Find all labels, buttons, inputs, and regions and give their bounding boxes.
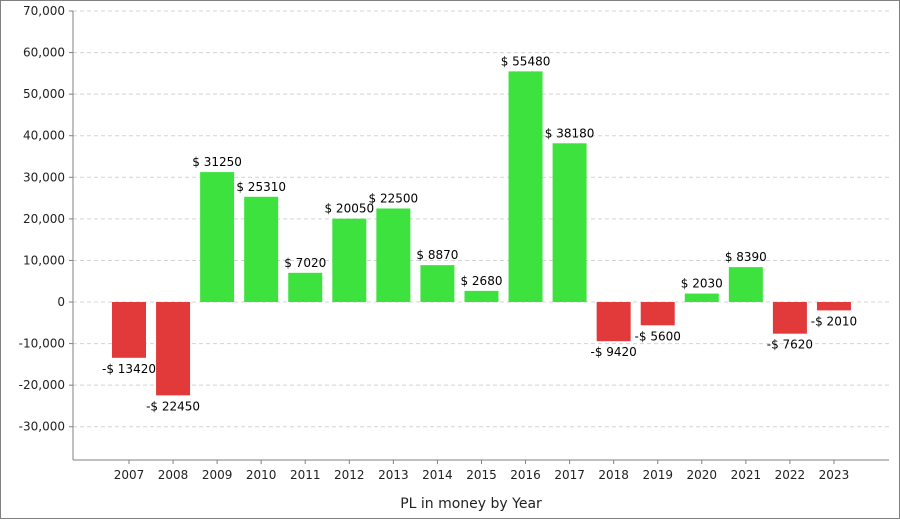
data-label-2007: -$ 13420 — [102, 362, 156, 376]
data-label-2014: $ 8870 — [416, 248, 458, 262]
bar-2009 — [200, 172, 235, 303]
bar-2020 — [684, 293, 719, 303]
y-tick-label: 60,000 — [23, 46, 65, 60]
y-tick-labels: 70,000 60,000 50,000 40,000 30,000 20,000 10,0… — [19, 4, 65, 434]
data-label-2018: -$ 9420 — [590, 345, 636, 359]
data-label-2015: $ 2680 — [460, 274, 502, 288]
data-label-2012: $ 20050 — [324, 202, 374, 216]
bar-2011 — [288, 272, 323, 303]
bar-2007 — [112, 302, 146, 358]
x-tick-label: 2020 — [687, 468, 718, 482]
data-label-2020: $ 2030 — [681, 277, 723, 291]
y-tick-label: -30,000 — [19, 420, 65, 434]
y-tick-label: -20,000 — [19, 378, 65, 392]
gridlines — [73, 10, 889, 428]
bar-2023 — [816, 302, 851, 311]
x-tick-label: 2012 — [334, 468, 365, 482]
x-tick-labels: 2007 2008 2009 2010 2011 2012 2013 2014 2015 2016… — [114, 468, 850, 482]
x-tick-label: 2010 — [246, 468, 277, 482]
x-tick-label: 2022 — [775, 468, 806, 482]
x-tick-label: 2018 — [598, 468, 629, 482]
data-label-2010: $ 25310 — [236, 180, 286, 194]
data-label-2016: $ 55480 — [501, 54, 551, 68]
x-tick-label: 2017 — [554, 468, 585, 482]
bar-2015 — [464, 290, 499, 303]
bar-2008 — [156, 302, 191, 396]
data-label-2022: -$ 7620 — [767, 338, 813, 352]
x-tick-label: 2013 — [378, 468, 409, 482]
axes — [69, 10, 889, 464]
x-tick-label: 2016 — [510, 468, 541, 482]
y-tick-label: 10,000 — [23, 253, 65, 267]
bar-2019 — [640, 302, 675, 326]
bar-2022 — [772, 302, 807, 334]
data-label-2017: $ 38180 — [545, 126, 595, 140]
y-tick-label: 30,000 — [23, 170, 65, 184]
x-tick-label: 2021 — [731, 468, 762, 482]
data-label-2011: $ 7020 — [284, 256, 326, 270]
x-tick-label: 2019 — [642, 468, 673, 482]
bar-2014 — [420, 265, 455, 303]
bar-2013 — [376, 208, 411, 303]
bars — [112, 71, 851, 396]
data-label-2013: $ 22500 — [369, 191, 419, 205]
x-tick-label: 2023 — [819, 468, 850, 482]
bar-2010 — [244, 196, 279, 303]
x-tick-label: 2011 — [290, 468, 321, 482]
data-label-2009: $ 31250 — [192, 155, 242, 169]
y-tick-label: 0 — [57, 295, 65, 309]
y-tick-label: 70,000 — [23, 4, 65, 18]
bar-2016 — [508, 71, 543, 303]
data-label-2021: $ 8390 — [725, 250, 767, 264]
bar-2021 — [728, 267, 763, 303]
data-labels: -$ 13420 -$ 22450 $ 31250 $ 25310 $ 7020 $ 20… — [102, 54, 857, 413]
x-tick-label: 2008 — [158, 468, 189, 482]
data-label-2019: -$ 5600 — [635, 329, 681, 343]
x-tick-label: 2007 — [114, 468, 145, 482]
x-tick-label: 2015 — [466, 468, 497, 482]
bar-2012 — [332, 218, 367, 303]
bar-2017 — [552, 143, 587, 303]
x-tick-label: 2009 — [202, 468, 233, 482]
x-tick-label: 2014 — [422, 468, 453, 482]
data-label-2023: -$ 2010 — [811, 314, 857, 328]
y-tick-label: 50,000 — [23, 87, 65, 101]
bar-2018 — [596, 302, 631, 342]
x-axis-title: PL in money by Year — [400, 496, 542, 512]
data-label-2008: -$ 22450 — [146, 399, 200, 413]
y-tick-label: -10,000 — [19, 337, 65, 351]
y-tick-label: 20,000 — [23, 212, 65, 226]
y-tick-label: 40,000 — [23, 129, 65, 143]
